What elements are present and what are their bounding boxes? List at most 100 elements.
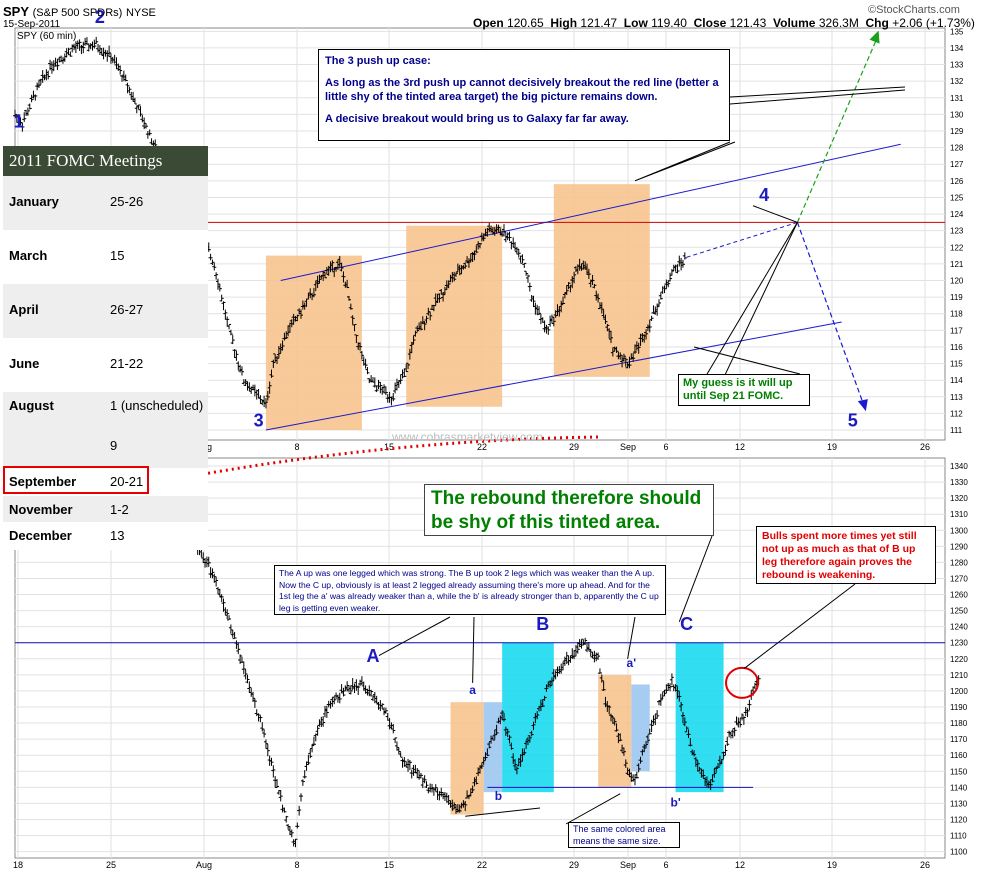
wave-label: C <box>680 614 693 634</box>
x-tick-label: Sep <box>620 860 636 870</box>
low-value: 119.40 <box>651 16 687 30</box>
x-tick-label: 18 <box>13 860 23 870</box>
x-tick-label: 15 <box>384 442 394 452</box>
y-tick-label: 120 <box>950 277 964 286</box>
y-tick-label: 135 <box>950 27 964 36</box>
security-name: (S&P 500 SPDRs) <box>32 7 123 19</box>
y-tick-label: 115 <box>950 360 963 369</box>
three-push-breakout: A decisive breakout would bring us to Ga… <box>325 113 629 125</box>
y-tick-label: 111 <box>950 426 963 435</box>
tinted-area <box>502 642 554 793</box>
highlight-circle <box>725 666 760 699</box>
stockcharts-logo: ©StockCharts.com <box>868 4 960 16</box>
fomc-month: December <box>9 528 72 543</box>
wave-label: 5 <box>848 411 858 431</box>
x-tick-label: 22 <box>477 442 487 452</box>
fomc-dates: 21-22 <box>110 356 144 371</box>
y-tick-label: 1110 <box>950 832 967 841</box>
y-tick-label: 1280 <box>950 558 968 567</box>
annotation-pointer <box>634 141 736 182</box>
x-tick-label: 6 <box>663 442 668 452</box>
same-color-note: The same colored area means the same siz… <box>568 822 680 848</box>
fomc-row: August 1 (unscheduled) <box>3 392 208 438</box>
y-tick-label: 1200 <box>950 687 968 696</box>
fomc-row: April 26-27 <box>3 284 208 338</box>
y-tick-label: 114 <box>950 376 963 385</box>
y-tick-label: 1330 <box>950 478 968 487</box>
annotation-pointer <box>729 89 906 105</box>
chart-date: 15-Sep-2011 <box>3 19 61 30</box>
y-tick-label: 1140 <box>950 783 968 792</box>
y-tick-label: 126 <box>950 177 964 186</box>
chg-label: Chg <box>865 16 889 30</box>
annotation-pointer <box>627 616 636 659</box>
y-tick-label: 1100 <box>950 848 968 857</box>
open-value: 120.65 <box>507 16 544 30</box>
x-tick-label: 6 <box>663 860 668 870</box>
fomc-month: August <box>9 398 54 413</box>
y-tick-label: 112 <box>950 409 963 418</box>
interval-label: SPY (60 min) <box>17 31 77 42</box>
channel-lower-line <box>265 321 842 431</box>
volume-label: Volume <box>773 16 816 30</box>
annotation-pointer <box>465 807 541 817</box>
fomc-row: June 21-22 <box>3 338 208 392</box>
fomc-row: January 25-26 <box>3 176 208 230</box>
y-tick-label: 1160 <box>950 751 968 760</box>
y-tick-label: 128 <box>950 144 964 153</box>
x-tick-label: 29 <box>569 442 579 452</box>
y-tick-label: 1300 <box>950 526 968 535</box>
wave-label: B <box>536 614 549 634</box>
projection-up-arrowhead <box>869 30 880 44</box>
chg-value: +2.06 (+1.73%) <box>892 16 975 30</box>
fomc-row: 9 <box>3 438 208 468</box>
fomc-dates: 9 <box>110 438 118 453</box>
y-tick-label: 1290 <box>950 542 968 551</box>
ohlc-summary: Open 120.65 High 121.47 Low 119.40 Close… <box>473 16 975 30</box>
y-tick-label: 118 <box>950 310 963 319</box>
x-tick-label: 12 <box>735 860 745 870</box>
annotation-pointer <box>743 583 856 669</box>
y-tick-label: 1180 <box>950 719 968 728</box>
y-tick-label: 132 <box>950 77 964 86</box>
wave-label: 1 <box>14 112 24 132</box>
x-tick-label: 8 <box>294 860 299 870</box>
fomc-month: April <box>9 302 39 317</box>
close-label: Close <box>693 16 727 30</box>
watermark: www.cobrasmarketview.com <box>392 430 543 444</box>
wave-label: b <box>495 789 502 803</box>
x-tick-label: 26 <box>920 860 930 870</box>
tinted-area <box>553 184 650 377</box>
y-tick-label: 130 <box>950 110 964 119</box>
fomc-title: 2011 FOMC Meetings <box>3 146 208 176</box>
y-tick-label: 1270 <box>950 574 968 583</box>
close-value: 121.43 <box>729 16 767 30</box>
x-tick-label: 22 <box>477 860 487 870</box>
fomc-dates: 26-27 <box>110 302 144 317</box>
x-tick-label: 19 <box>827 860 837 870</box>
tinted-area <box>406 225 503 407</box>
wave-label: 4 <box>759 185 769 205</box>
y-tick-label: 1210 <box>950 671 968 680</box>
exchange: NYSE <box>125 7 156 19</box>
x-tick-label: 26 <box>920 442 930 452</box>
y-tick-label: 133 <box>950 61 964 70</box>
annotation-pointer <box>565 793 621 825</box>
september-highlight-box <box>3 466 149 494</box>
projection-join-line <box>686 221 798 258</box>
y-tick-label: 124 <box>950 210 964 219</box>
wave-label: a <box>469 683 476 697</box>
volume-value: 326.3M <box>818 16 859 30</box>
y-tick-label: 1240 <box>950 623 968 632</box>
y-tick-label: 119 <box>950 293 963 302</box>
y-tick-label: 127 <box>950 160 964 169</box>
fomc-dates: 15 <box>110 248 125 263</box>
x-tick-label: 8 <box>294 442 299 452</box>
channel-upper-line <box>280 143 901 282</box>
bulls-note: Bulls spent more times yet still not up … <box>756 526 936 584</box>
y-tick-label: 1250 <box>950 607 968 616</box>
y-tick-label: 129 <box>950 127 964 136</box>
y-tick-label: 116 <box>950 343 963 352</box>
guess-note: My guess is it will up until Sep 21 FOMC… <box>678 374 810 406</box>
projection-down-line <box>796 222 865 406</box>
